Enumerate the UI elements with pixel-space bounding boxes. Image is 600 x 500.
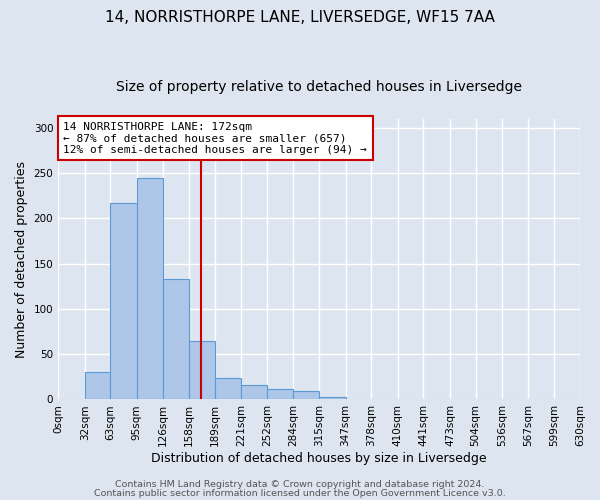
- Bar: [163, 279, 189, 400]
- Bar: [554, 398, 580, 400]
- Bar: [189, 340, 215, 400]
- Bar: [267, 388, 293, 400]
- Y-axis label: Number of detached properties: Number of detached properties: [15, 160, 28, 358]
- Bar: [110, 203, 137, 400]
- Text: Contains HM Land Registry data © Crown copyright and database right 2024.: Contains HM Land Registry data © Crown c…: [115, 480, 485, 489]
- Bar: [241, 385, 267, 400]
- Bar: [85, 372, 110, 400]
- Text: Contains public sector information licensed under the Open Government Licence v3: Contains public sector information licen…: [94, 488, 506, 498]
- X-axis label: Distribution of detached houses by size in Liversedge: Distribution of detached houses by size …: [151, 452, 487, 465]
- Title: Size of property relative to detached houses in Liversedge: Size of property relative to detached ho…: [116, 80, 522, 94]
- Text: 14 NORRISTHORPE LANE: 172sqm
← 87% of detached houses are smaller (657)
12% of s: 14 NORRISTHORPE LANE: 172sqm ← 87% of de…: [64, 122, 367, 155]
- Bar: [293, 392, 319, 400]
- Bar: [215, 378, 241, 400]
- Bar: [137, 178, 163, 400]
- Text: 14, NORRISTHORPE LANE, LIVERSEDGE, WF15 7AA: 14, NORRISTHORPE LANE, LIVERSEDGE, WF15 …: [105, 10, 495, 25]
- Bar: [319, 396, 346, 400]
